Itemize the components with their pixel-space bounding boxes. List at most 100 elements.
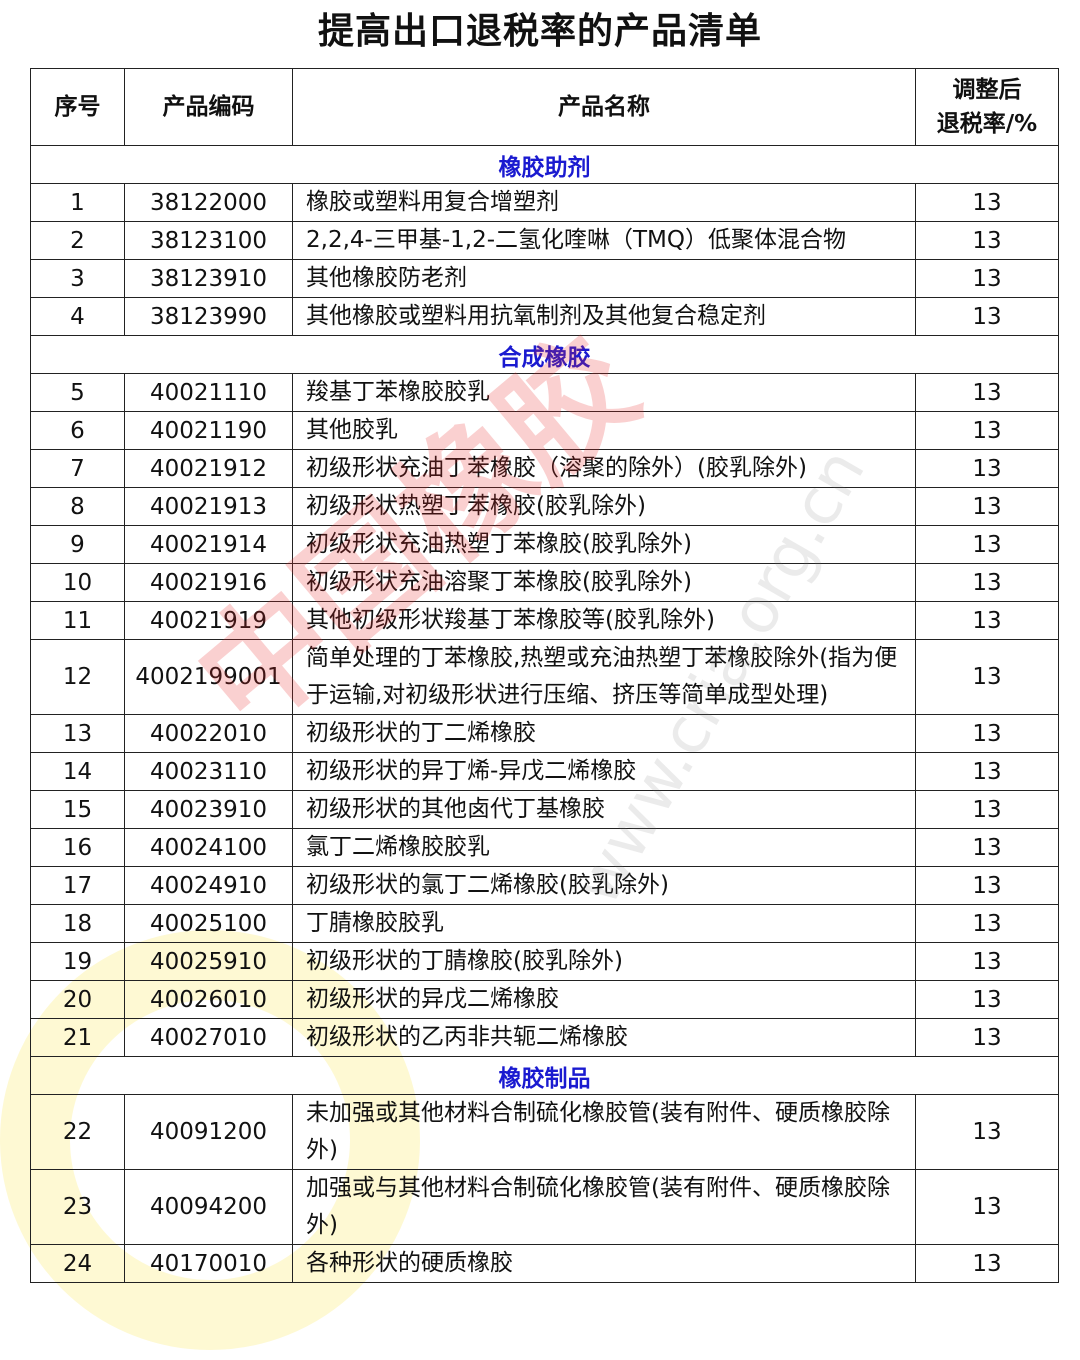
- row-rate: 13: [915, 1094, 1059, 1170]
- table-row: 7 40021912 初级形状充油丁苯橡胶（溶聚的除外）(胶乳除外) 13: [30, 449, 1059, 488]
- row-index: 7: [30, 449, 125, 488]
- row-rate: 13: [915, 752, 1059, 791]
- table-row: 22 40091200 未加强或其他材料合制硫化橡胶管(装有附件、硬质橡胶除外) 13: [30, 1094, 1059, 1170]
- row-rate: 13: [915, 714, 1059, 753]
- row-name: 其他初级形状羧基丁苯橡胶等(胶乳除外): [292, 601, 916, 640]
- row-code: 40094200: [124, 1169, 293, 1245]
- row-name: 初级形状的其他卤代丁基橡胶: [292, 790, 916, 829]
- row-code: 40023110: [124, 752, 293, 791]
- page-title: 提高出口退税率的产品清单: [317, 11, 762, 52]
- row-rate: 13: [915, 639, 1059, 715]
- row-index: 20: [30, 980, 125, 1019]
- row-name: 其他胶乳: [292, 411, 916, 450]
- table-row: 5 40021110 羧基丁苯橡胶胶乳 13: [30, 373, 1059, 412]
- row-name: 未加强或其他材料合制硫化橡胶管(装有附件、硬质橡胶除外): [292, 1094, 916, 1170]
- table-row: 19 40025910 初级形状的丁腈橡胶(胶乳除外) 13: [30, 942, 1059, 981]
- section-row: 橡胶助剂: [30, 145, 1059, 184]
- row-index: 17: [30, 866, 125, 905]
- product-table: 序号 产品编码 产品名称 调整后 退税率/% 橡胶助剂 1 38122000 橡胶或塑料…: [30, 68, 1059, 1283]
- table-row: 23 40094200 加强或与其他材料合制硫化橡胶管(装有附件、硬质橡胶除外) 13: [30, 1169, 1059, 1245]
- section-label: 橡胶制品: [30, 1056, 1059, 1095]
- row-rate: 13: [915, 525, 1059, 564]
- row-index: 3: [30, 259, 125, 298]
- row-index: 16: [30, 828, 125, 867]
- row-index: 12: [30, 639, 125, 715]
- table-row: 12 4002199001 简单处理的丁苯橡胶,热塑或充油热塑丁苯橡胶除外(指为便于…: [30, 639, 1059, 715]
- table-row: 21 40027010 初级形状的乙丙非共轭二烯橡胶 13: [30, 1018, 1059, 1057]
- row-index: 24: [30, 1244, 125, 1283]
- row-code: 40023910: [124, 790, 293, 829]
- table-row: 20 40026010 初级形状的异戊二烯橡胶 13: [30, 980, 1059, 1019]
- row-code: 40027010: [124, 1018, 293, 1057]
- row-name: 简单处理的丁苯橡胶,热塑或充油热塑丁苯橡胶除外(指为便于运输,对初级形状进行压缩…: [292, 639, 916, 715]
- row-code: 4002199001: [124, 639, 293, 715]
- row-name: 初级形状的异戊二烯橡胶: [292, 980, 916, 1019]
- row-rate: 13: [915, 828, 1059, 867]
- row-index: 11: [30, 601, 125, 640]
- row-code: 40021913: [124, 487, 293, 526]
- table-row: 9 40021914 初级形状充油热塑丁苯橡胶(胶乳除外) 13: [30, 525, 1059, 564]
- row-rate: 13: [915, 601, 1059, 640]
- table-row: 18 40025100 丁腈橡胶胶乳 13: [30, 904, 1059, 943]
- section-label: 橡胶助剂: [30, 145, 1059, 184]
- row-index: 23: [30, 1169, 125, 1245]
- row-rate: 13: [915, 866, 1059, 905]
- table-row: 17 40024910 初级形状的氯丁二烯橡胶(胶乳除外) 13: [30, 866, 1059, 905]
- row-name: 羧基丁苯橡胶胶乳: [292, 373, 916, 412]
- header-code: 产品编码: [124, 68, 293, 146]
- table-row: 24 40170010 各种形状的硬质橡胶 13: [30, 1244, 1059, 1283]
- row-code: 40024100: [124, 828, 293, 867]
- row-index: 9: [30, 525, 125, 564]
- table-row: 1 38122000 橡胶或塑料用复合增塑剂 13: [30, 183, 1059, 222]
- row-code: 40021912: [124, 449, 293, 488]
- row-rate: 13: [915, 790, 1059, 829]
- row-name: 初级形状热塑丁苯橡胶(胶乳除外): [292, 487, 916, 526]
- row-name: 2,2,4-三甲基-1,2-二氢化喹啉（TMQ）低聚体混合物: [292, 221, 916, 260]
- row-code: 40024910: [124, 866, 293, 905]
- header-row: 序号 产品编码 产品名称 调整后 退税率/%: [30, 68, 1059, 146]
- table-body: 橡胶助剂 1 38122000 橡胶或塑料用复合增塑剂 13 2 38123100 2,2,4…: [30, 145, 1059, 1283]
- row-index: 18: [30, 904, 125, 943]
- section-row: 合成橡胶: [30, 335, 1059, 374]
- row-name: 加强或与其他材料合制硫化橡胶管(装有附件、硬质橡胶除外): [292, 1169, 916, 1245]
- row-rate: 13: [915, 449, 1059, 488]
- row-name: 初级形状的丁二烯橡胶: [292, 714, 916, 753]
- row-index: 10: [30, 563, 125, 602]
- row-index: 6: [30, 411, 125, 450]
- row-code: 40170010: [124, 1244, 293, 1283]
- row-name: 其他橡胶或塑料用抗氧制剂及其他复合稳定剂: [292, 297, 916, 336]
- row-code: 40021110: [124, 373, 293, 412]
- row-name: 初级形状充油溶聚丁苯橡胶(胶乳除外): [292, 563, 916, 602]
- row-name: 各种形状的硬质橡胶: [292, 1244, 916, 1283]
- table-row: 15 40023910 初级形状的其他卤代丁基橡胶 13: [30, 790, 1059, 829]
- row-name: 氯丁二烯橡胶胶乳: [292, 828, 916, 867]
- row-name: 初级形状的乙丙非共轭二烯橡胶: [292, 1018, 916, 1057]
- row-rate: 13: [915, 942, 1059, 981]
- row-code: 38123100: [124, 221, 293, 260]
- header-rate-line1: 调整后: [952, 77, 1022, 103]
- header-name: 产品名称: [292, 68, 916, 146]
- table-row: 11 40021919 其他初级形状羧基丁苯橡胶等(胶乳除外) 13: [30, 601, 1059, 640]
- row-index: 4: [30, 297, 125, 336]
- row-rate: 13: [915, 183, 1059, 222]
- row-code: 38123910: [124, 259, 293, 298]
- row-code: 40091200: [124, 1094, 293, 1170]
- row-code: 40022010: [124, 714, 293, 753]
- row-index: 13: [30, 714, 125, 753]
- row-index: 22: [30, 1094, 125, 1170]
- row-index: 19: [30, 942, 125, 981]
- row-name: 初级形状充油热塑丁苯橡胶(胶乳除外): [292, 525, 916, 564]
- row-code: 40021919: [124, 601, 293, 640]
- row-code: 38122000: [124, 183, 293, 222]
- row-index: 2: [30, 221, 125, 260]
- section-row: 橡胶制品: [30, 1056, 1059, 1095]
- row-name: 初级形状的氯丁二烯橡胶(胶乳除外): [292, 866, 916, 905]
- table-row: 16 40024100 氯丁二烯橡胶胶乳 13: [30, 828, 1059, 867]
- row-rate: 13: [915, 980, 1059, 1019]
- row-rate: 13: [915, 411, 1059, 450]
- row-index: 21: [30, 1018, 125, 1057]
- row-rate: 13: [915, 1169, 1059, 1245]
- row-code: 40021914: [124, 525, 293, 564]
- row-rate: 13: [915, 221, 1059, 260]
- row-rate: 13: [915, 1244, 1059, 1283]
